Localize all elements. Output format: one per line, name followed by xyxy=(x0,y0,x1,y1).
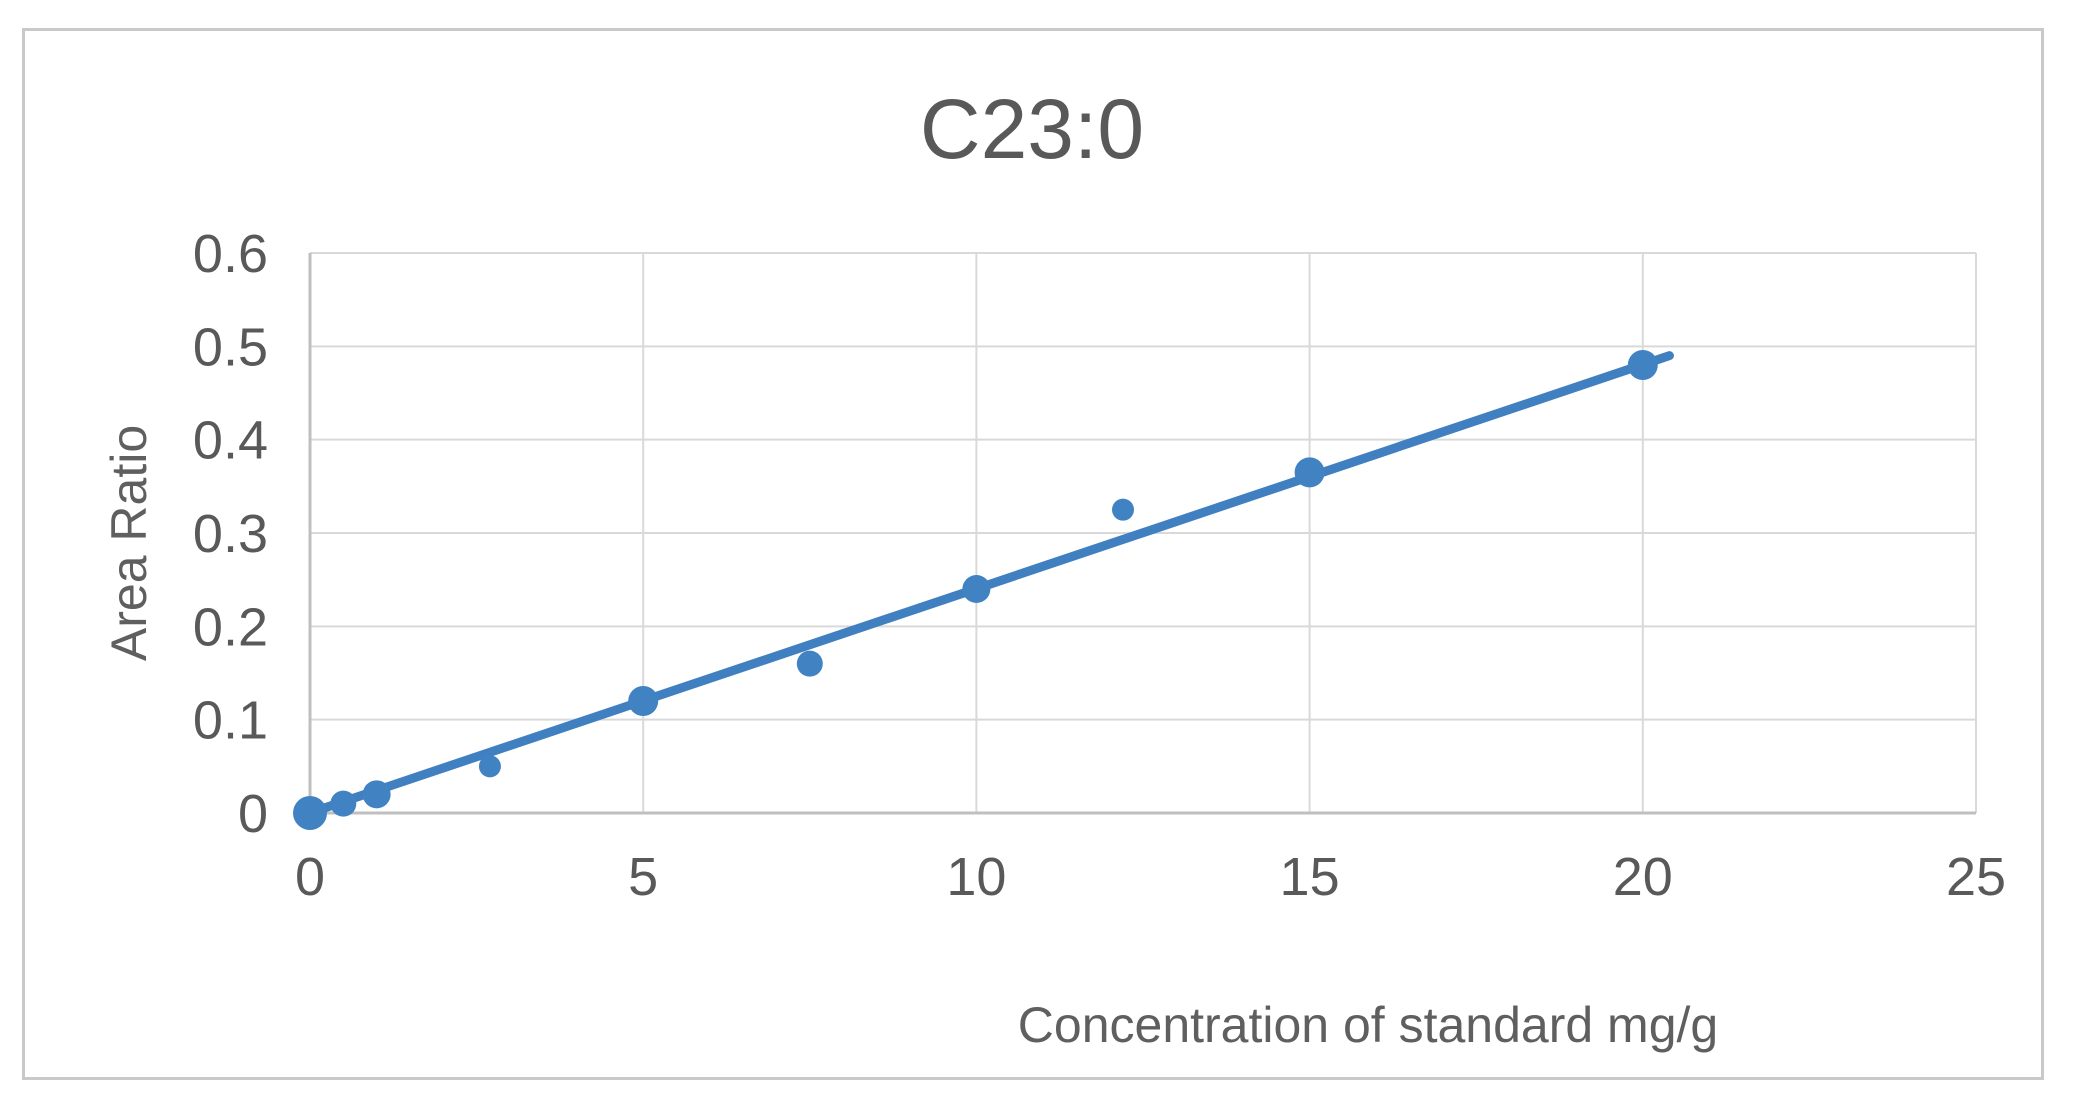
data-point-marker xyxy=(478,755,501,778)
x-tick-label: 10 xyxy=(946,847,1006,907)
x-tick-label: 5 xyxy=(628,847,658,907)
y-tick-label: 0.4 xyxy=(193,411,268,471)
data-point-marker xyxy=(362,780,391,809)
y-tick-label: 0.1 xyxy=(193,691,268,751)
y-tick-label: 0.2 xyxy=(193,597,268,657)
x-tick-label: 20 xyxy=(1613,847,1673,907)
chart-generated-layer: 0 0.1 0.2 0.3 0.4 0.5 0.6 0 5 10 15 20 25 xyxy=(193,224,2006,907)
x-tick-label: 25 xyxy=(1946,847,2006,907)
x-tick-label: 15 xyxy=(1280,847,1340,907)
y-axis-title: Area Ratio xyxy=(101,425,157,661)
data-point-marker xyxy=(962,575,991,603)
data-point-marker xyxy=(1294,457,1325,488)
y-tick-label: 0.6 xyxy=(193,224,268,284)
x-axis-title: Concentration of standard mg/g xyxy=(1018,997,1718,1053)
data-point-marker xyxy=(796,650,823,677)
y-tick-label: 0.5 xyxy=(193,317,268,377)
data-point-marker xyxy=(1112,498,1135,521)
chart-frame xyxy=(22,28,2044,1080)
data-point-marker xyxy=(293,796,327,830)
y-tick-label: 0.3 xyxy=(193,504,268,564)
x-tick-label: 0 xyxy=(295,847,325,907)
data-point-marker xyxy=(330,790,357,817)
y-tick-label: 0 xyxy=(238,784,268,844)
chart-title: C23:0 xyxy=(920,82,1144,176)
data-point-marker xyxy=(1627,350,1658,380)
data-point-marker xyxy=(628,686,659,716)
